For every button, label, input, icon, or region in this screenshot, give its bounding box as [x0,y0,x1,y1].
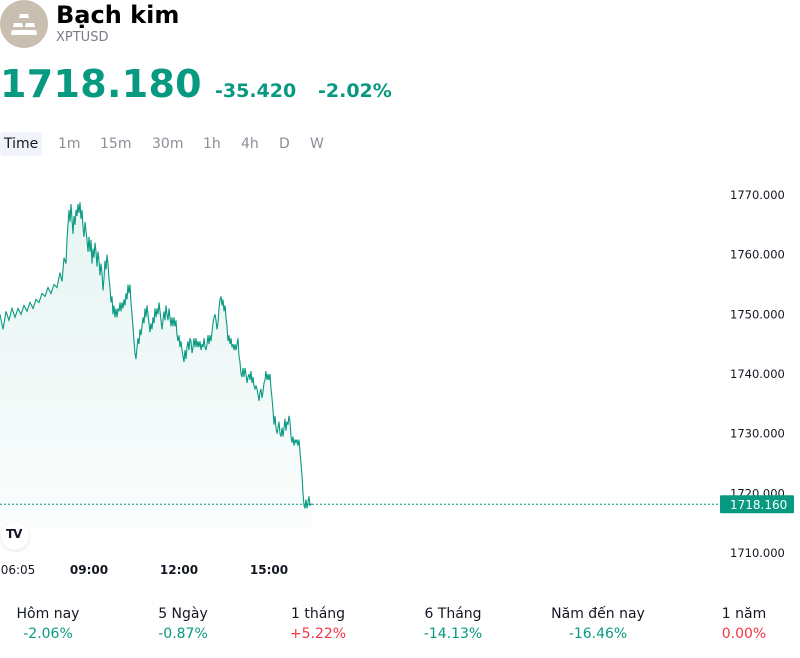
period-today[interactable]: Hôm nay -2.06% [0,604,108,644]
x-tick-label: 06:05 [1,563,36,577]
period-value: -14.13% [423,626,483,642]
period-1y[interactable]: 1 năm 0.00% [684,604,800,644]
last-price-label: 1718.160 [720,495,794,514]
x-tick-label: 12:00 [160,563,198,577]
period-1m[interactable]: 1 tháng +5.22% [258,604,378,644]
performance-periods: Hôm nay -2.06% 5 Ngày -0.87% 1 tháng +5.… [0,604,800,654]
tab-time[interactable]: Time [0,132,43,156]
price-change-percent: -2.02% [318,80,392,102]
tab-1h[interactable]: 1h [203,136,221,152]
period-label: Năm đến nay [551,606,645,622]
price-change: -35.420 [215,80,297,102]
x-tick-label: 09:00 [70,563,108,577]
period-label: 1 năm [721,606,767,622]
period-5d[interactable]: 5 Ngày -0.87% [123,604,243,644]
period-label: 5 Ngày [158,606,208,622]
instrument-header: Bạch kim XPTUSD [0,0,800,60]
tab-w[interactable]: W [310,136,324,152]
y-tick-label: 1760.000 [730,248,785,262]
y-tick-label: 1750.000 [730,307,785,321]
x-axis: 06:05 09:00 12:00 15:00 [1,563,288,577]
period-value: +5.22% [289,626,347,642]
tradingview-logo-text: TV [6,527,23,541]
y-tick-label: 1730.000 [730,427,785,441]
tab-15m[interactable]: 15m [100,136,132,152]
y-tick-label: 1770.000 [730,188,785,202]
tradingview-logo-icon[interactable]: TV [1,522,29,550]
instrument-symbol: XPTUSD [56,30,109,45]
platinum-bars-icon [0,0,48,48]
period-label: Hôm nay [16,606,80,622]
period-value: -0.87% [158,626,208,642]
period-value: -16.46% [568,626,628,642]
x-tick-label: 15:00 [250,563,288,577]
period-6m[interactable]: 6 Tháng -14.13% [393,604,513,644]
y-tick-label: 1710.000 [730,546,785,560]
period-value: -2.06% [23,626,73,642]
quote-row: 1718.180 -35.420 -2.02% [0,62,800,112]
tab-d[interactable]: D [279,136,290,152]
tab-1m[interactable]: 1m [58,136,81,152]
period-value: 0.00% [721,626,767,642]
price-line [0,202,313,509]
last-price-label-text: 1718.160 [730,498,787,512]
period-label: 6 Tháng [424,606,482,622]
tab-30m[interactable]: 30m [152,136,184,152]
y-tick-label: 1740.000 [730,367,785,381]
price-chart[interactable]: 1770.000 1760.000 1750.000 1740.000 1730.000… [0,160,800,580]
instrument-title: Bạch kim [56,1,180,29]
period-ytd[interactable]: Năm đến nay -16.46% [538,604,658,644]
price-area [0,202,312,528]
tab-4h[interactable]: 4h [241,136,259,152]
last-price: 1718.180 [0,62,202,106]
period-label: 1 tháng [290,606,346,622]
